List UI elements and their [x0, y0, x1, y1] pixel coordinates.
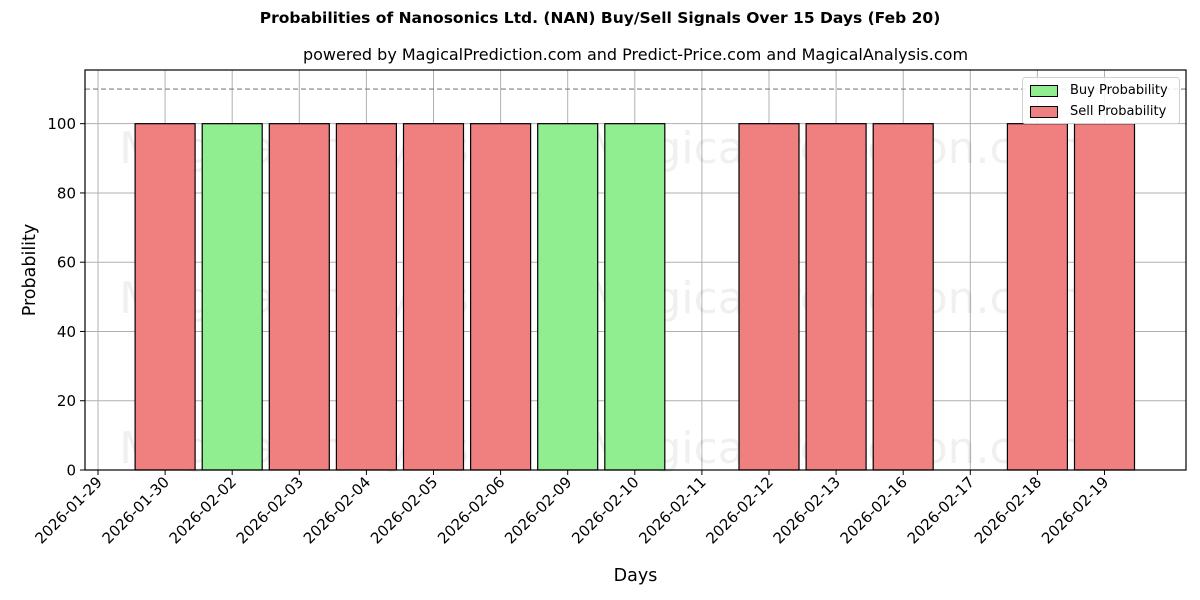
x-tick-label: 2026-02-18: [971, 473, 1045, 547]
x-tick-label: 2026-02-09: [501, 473, 575, 547]
x-tick-label: 2026-02-04: [300, 473, 374, 547]
y-tick-label: 40: [57, 323, 76, 341]
sell-swatch-icon: [1030, 105, 1058, 118]
buy-swatch-icon: [1030, 84, 1058, 97]
y-tick-label: 60: [57, 254, 76, 272]
sell-bar: [872, 123, 934, 471]
x-tick-label: 2026-02-05: [367, 473, 441, 547]
x-tick-label: 2026-02-10: [568, 473, 642, 547]
x-tick-label: 2026-02-06: [434, 473, 508, 547]
x-tick-label: 2026-02-13: [770, 473, 844, 547]
sell-bar: [402, 123, 465, 471]
x-tick-label: 2026-02-16: [837, 473, 911, 547]
x-tick-label: 2026-02-19: [1038, 473, 1112, 547]
y-tick-label: 80: [57, 184, 76, 202]
x-tick-label: 2026-02-17: [904, 473, 978, 547]
y-axis-label: Probability: [20, 224, 40, 317]
y-tick-label: 0: [66, 462, 76, 480]
buy-bar: [604, 123, 666, 471]
chart-subtitle: powered by MagicalPrediction.com and Pre…: [302, 45, 969, 64]
sell-bar: [805, 123, 867, 471]
y-tick-label: 100: [47, 115, 76, 133]
sell-bar: [470, 123, 532, 471]
chart-title: Probabilities of Nanosonics Ltd. (NAN) B…: [259, 9, 941, 27]
buy-bar: [537, 123, 599, 471]
x-tick-label: 2026-02-12: [702, 473, 776, 547]
sell-bar: [1006, 123, 1069, 471]
x-tick-label: 2026-02-11: [635, 473, 709, 547]
x-tick-label: 2026-02-03: [233, 473, 307, 547]
sell-bar: [134, 123, 196, 471]
legend-label-buy: Buy Probability: [1070, 83, 1168, 98]
sell-bar: [1073, 123, 1136, 471]
x-axis-label: Days: [614, 566, 658, 586]
sell-bar: [738, 123, 800, 471]
legend-label-sell: Sell Probability: [1070, 104, 1167, 119]
sell-bar: [268, 123, 330, 471]
y-tick-label: 20: [57, 392, 76, 410]
x-tick-label: 2026-02-02: [166, 473, 240, 547]
buy-bar: [201, 123, 263, 471]
plot-frame: [84, 69, 1187, 471]
legend-item-sell: Sell Probability: [1030, 104, 1166, 119]
x-tick-label: 2026-01-30: [99, 473, 173, 547]
x-tick-label: 2026-01-29: [31, 473, 105, 547]
legend-item-buy: Buy Probability: [1030, 83, 1168, 98]
sell-bar: [335, 123, 397, 471]
legend: Buy Probability Sell Probability: [1022, 77, 1180, 124]
